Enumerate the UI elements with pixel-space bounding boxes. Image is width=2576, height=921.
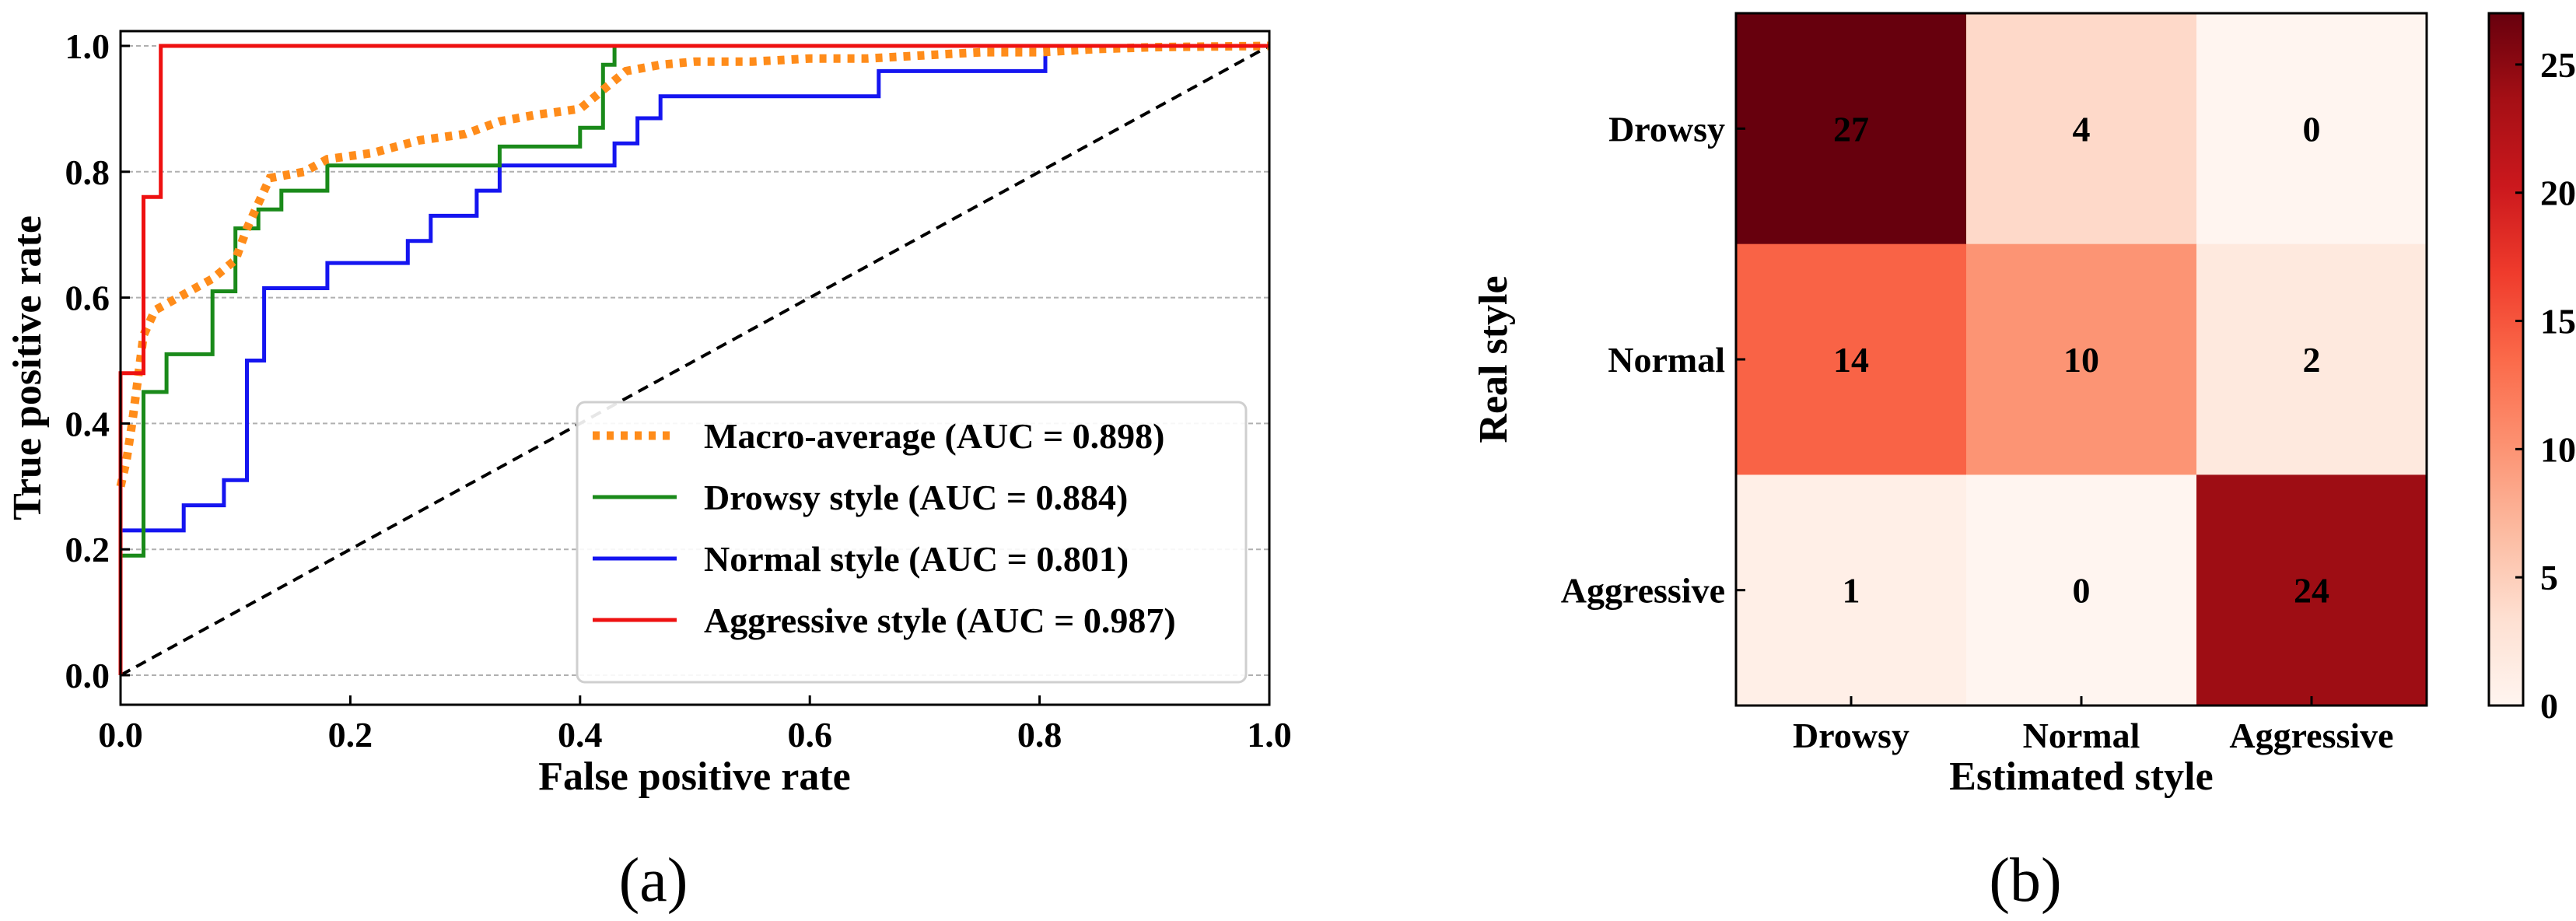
cm-cell-value: 10 [2063,340,2099,380]
cm-cell [1736,13,1967,245]
roc-plot-frame [119,30,1271,706]
cm-cell-value: 0 [2073,571,2091,611]
cm-cell [1966,13,2197,245]
legend-label: Aggressive style (AUC = 0.987) [704,601,1176,640]
cm-cell [2196,475,2427,706]
roc-x-tick-label: 1.0 [1247,715,1292,755]
roc-y-axis-title: True positive rate [5,215,50,520]
cm-x-ticks: Drowsy Normal Aggressive [1793,696,2394,755]
colorbar-gradient [2487,12,2525,707]
roc-y-tick-label: 1.0 [65,26,110,66]
confusion-matrix-chart: 27 4 014 10 21 0 24 Drowsy Normal Aggressive Dro… [1472,12,2576,915]
roc-chart: 0.0 0.2 0.4 0.6 0.8 1.0 0.0 0.2 0.4 0.6 0.8 1.0 Fa… [5,26,1292,915]
roc-series-line-1 [118,44,1269,675]
roc-x-tick-label: 0.0 [98,715,143,755]
colorbar-tick-label: 10 [2540,429,2576,469]
roc-y-tick-label: 0.0 [65,656,110,695]
roc-y-tick-label: 0.2 [65,530,110,569]
cm-x-tick-label: Normal [2023,716,2140,755]
roc-x-tick-label: 0.8 [1017,715,1062,755]
legend-label: Macro-average (AUC = 0.898) [704,416,1165,456]
cm-cell [2196,243,2427,475]
cm-x-axis-title: Estimated style [1949,755,2213,799]
colorbar-tick-label: 20 [2540,173,2576,213]
cm-y-tick-label: Aggressive [1561,571,1725,611]
roc-series-line-2 [118,44,1269,675]
roc-y-tick-label: 0.8 [65,152,110,192]
legend-box [576,401,1248,684]
cm-x-tick-label: Drowsy [1793,716,1909,755]
panel-label-b: (b) [1989,846,2061,915]
roc-x-tick-label: 0.6 [787,715,832,755]
panel-label-a: (a) [619,846,688,915]
roc-series-line-0 [116,41,1270,488]
chance-diagonal-line [120,44,1270,677]
roc-y-ticks: 0.0 0.2 0.4 0.6 0.8 1.0 [65,26,130,695]
cm-cell-value: 14 [1833,340,1869,380]
cm-cell-value: 27 [1833,109,1869,149]
colorbar-tick-label: 25 [2540,45,2576,85]
legend-label: Normal style (AUC = 0.801) [704,539,1129,579]
roc-x-tick-label: 0.4 [558,715,603,755]
cm-y-axis-title: Real style [1472,275,1516,443]
cm-cell-value: 2 [2303,340,2321,380]
cm-cells: 27 4 014 10 21 0 24 [1736,13,2427,706]
colorbar-tick-label: 15 [2540,302,2576,341]
roc-y-tick-label: 0.4 [65,404,110,443]
cm-y-tick-label: Normal [1608,340,1725,380]
roc-x-tick-label: 0.2 [328,715,373,755]
cm-cell-value: 24 [2294,571,2329,611]
legend-label: Drowsy style (AUC = 0.884) [704,478,1128,517]
cm-cell [1966,475,2197,706]
cm-cell [1966,243,2197,475]
cm-y-ticks: Drowsy Normal Aggressive [1561,109,1745,611]
cm-x-tick-label: Aggressive [2229,716,2393,755]
cm-cell [1736,243,1967,475]
cm-y-tick-label: Drowsy [1608,109,1725,149]
colorbar-tick-label: 0 [2540,686,2558,726]
colorbar: 0 5 10 15 20 25 [2487,12,2576,726]
roc-x-axis-title: False positive rate [538,755,850,799]
colorbar-tick-label: 5 [2540,558,2558,597]
roc-legend: Macro-average (AUC = 0.898) Drowsy style … [576,401,1248,684]
cm-cell-value: 1 [1843,571,1860,611]
roc-y-tick-label: 0.6 [65,278,110,318]
cm-cell-value: 4 [2073,109,2091,149]
cm-cell [2196,13,2427,245]
roc-x-ticks: 0.0 0.2 0.4 0.6 0.8 1.0 [98,695,1292,755]
cm-cell-value: 0 [2303,109,2321,149]
cm-cell [1736,475,1967,706]
